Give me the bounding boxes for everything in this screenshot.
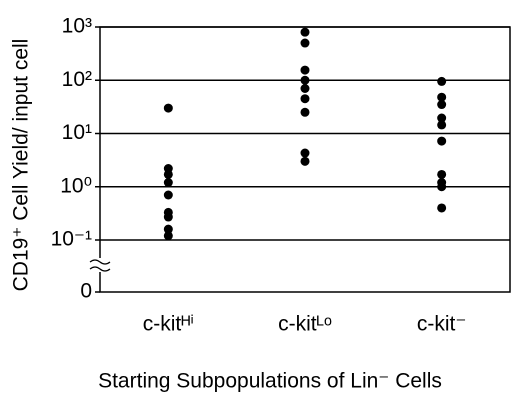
- data-point: [437, 100, 447, 110]
- data-point: [163, 190, 173, 200]
- data-point: [437, 203, 447, 213]
- x-tick-label: c-kitᴸᵒ: [278, 313, 332, 336]
- data-point: [437, 92, 447, 102]
- axis-break: [89, 258, 111, 272]
- data-point: [437, 182, 447, 192]
- data-point: [300, 94, 310, 104]
- y-axis-label: CD19⁺ Cell Yield/ input cell: [10, 39, 33, 292]
- data-point: [163, 169, 173, 179]
- data-point: [300, 107, 310, 117]
- data-point: [163, 224, 173, 234]
- y-tick-label: 10⁻¹: [51, 228, 92, 251]
- y-tick-label: 0: [80, 280, 92, 303]
- data-point: [437, 136, 447, 146]
- data-point: [437, 120, 447, 130]
- data-point: [300, 75, 310, 85]
- y-tick-label: 10¹: [62, 121, 92, 144]
- y-tick-label: 10³: [62, 15, 92, 38]
- data-point: [437, 113, 447, 123]
- data-point: [300, 38, 310, 48]
- data-point: [163, 178, 173, 188]
- data-point: [163, 231, 173, 241]
- data-point: [300, 148, 310, 158]
- data-point: [300, 156, 310, 166]
- data-point: [300, 83, 310, 93]
- x-tick-label: c-kitᴴⁱ: [143, 313, 194, 336]
- data-point: [163, 103, 173, 113]
- y-tick-label: 10²: [62, 68, 92, 91]
- data-point: [163, 212, 173, 222]
- x-axis-label: Starting Subpopulations of Lin⁻ Cells: [98, 370, 442, 393]
- data-point: [437, 169, 447, 179]
- data-point: [300, 27, 310, 37]
- data-point: [437, 76, 447, 86]
- y-tick-label: 10⁰: [60, 174, 92, 197]
- x-tick-label: c-kit⁻: [417, 313, 467, 336]
- data-point: [300, 65, 310, 75]
